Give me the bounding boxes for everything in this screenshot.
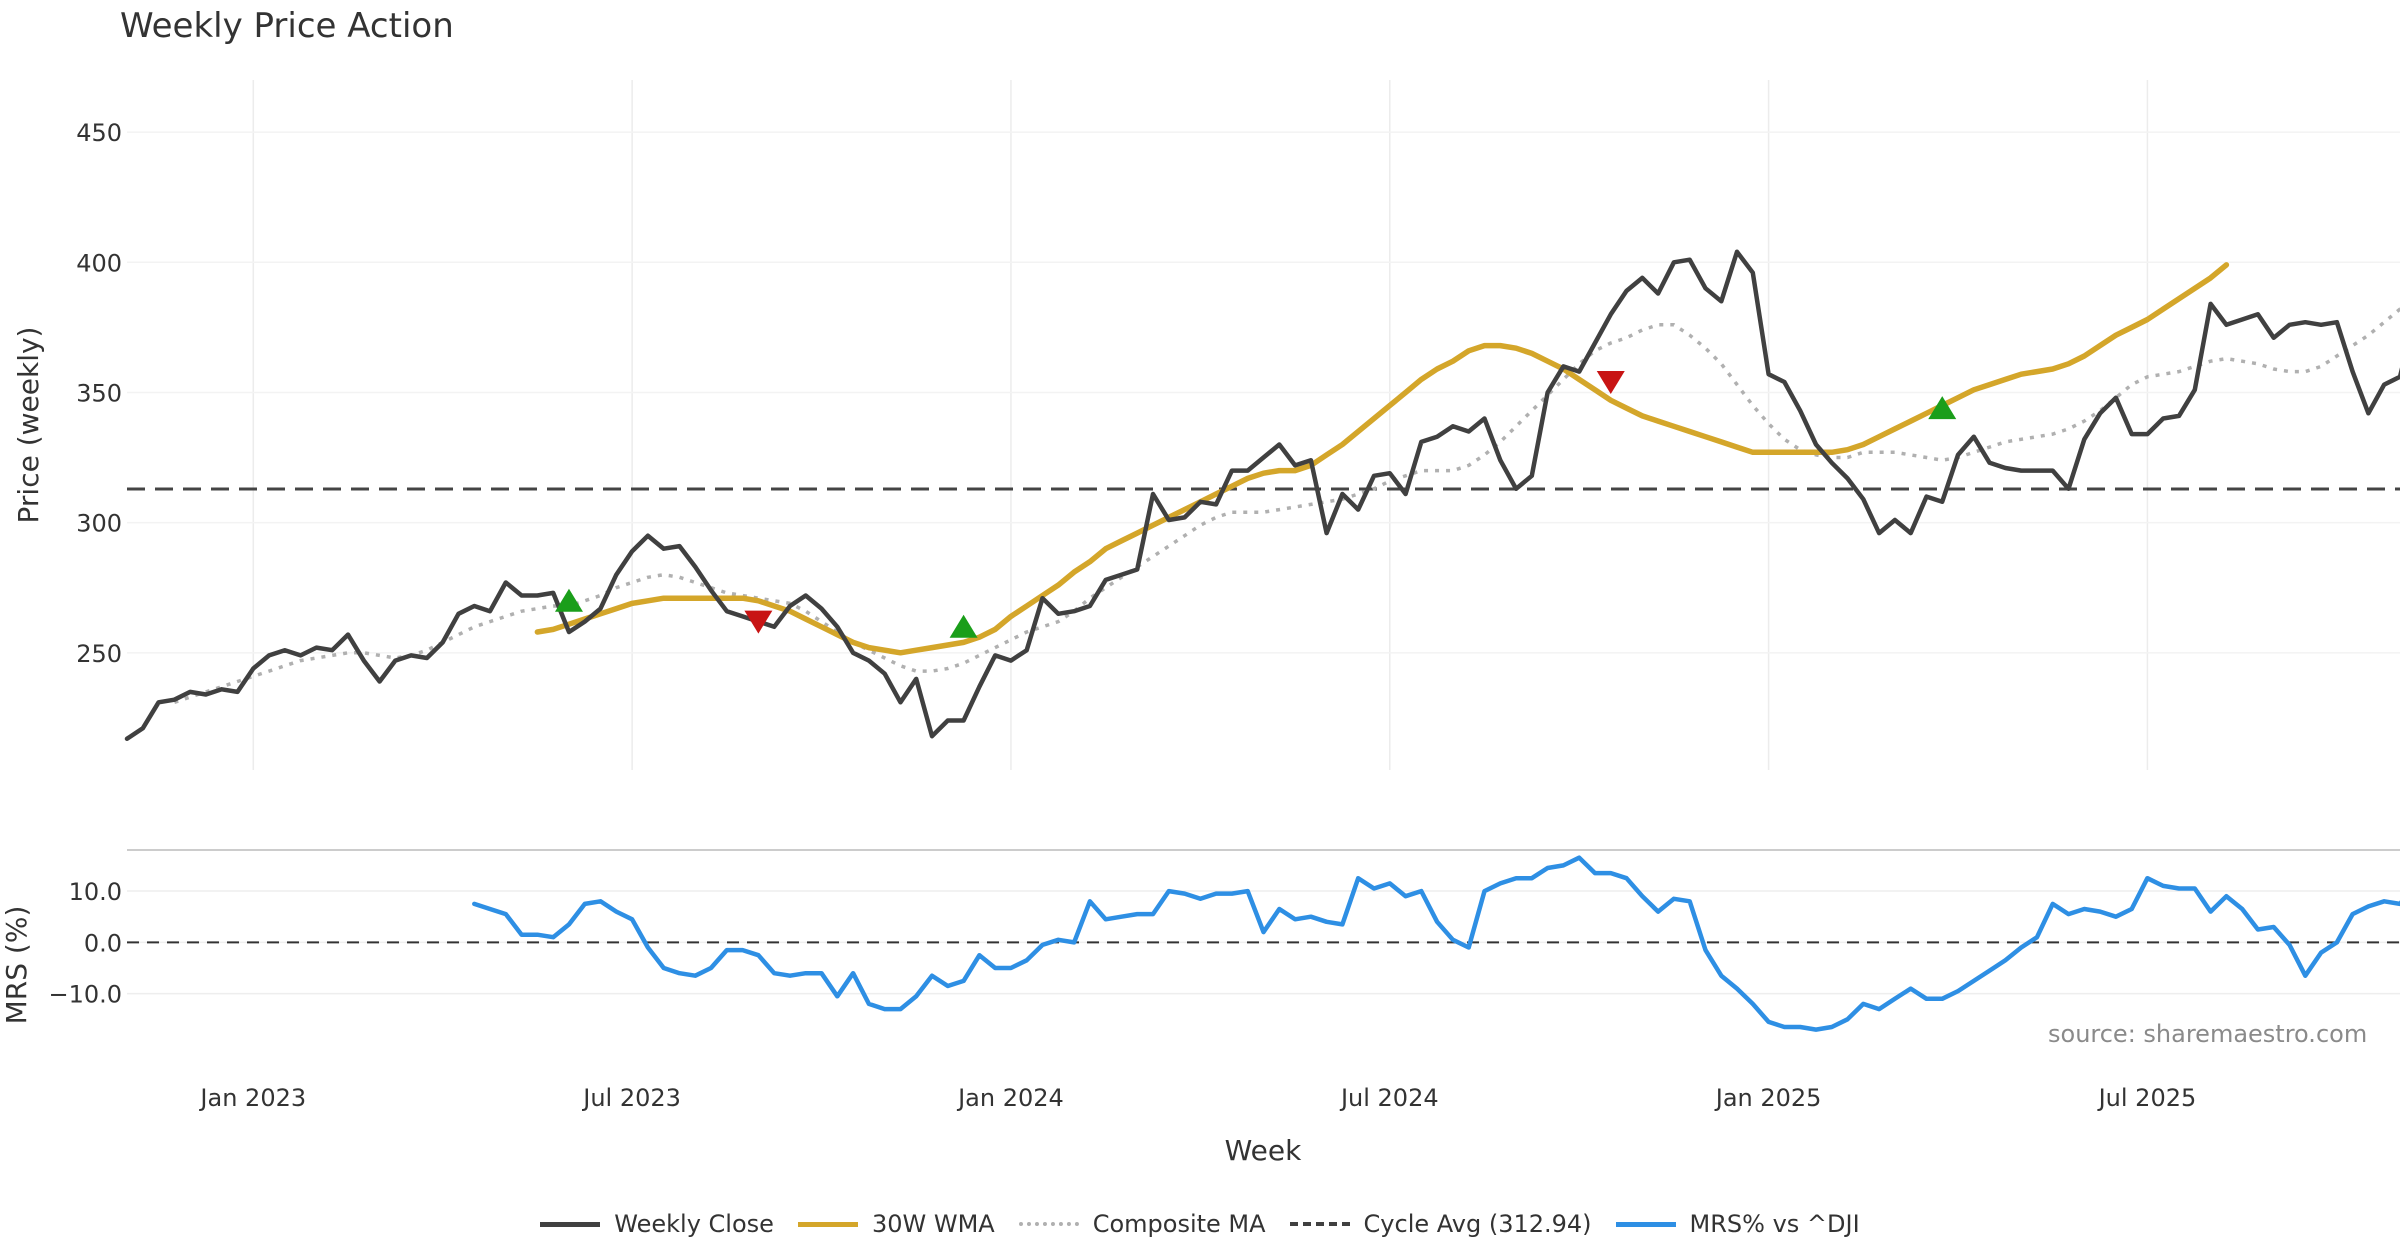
legend-entry: Weekly Close (540, 1210, 774, 1238)
x-tick-label: Jan 2023 (198, 1084, 306, 1112)
mrs-y-axis-label: MRS (%) (0, 906, 33, 1025)
legend-swatch (540, 1221, 601, 1227)
legend-entry: Cycle Avg (312.94) (1289, 1210, 1592, 1238)
legend-swatch (797, 1221, 858, 1227)
price-y-tick-label: 400 (76, 249, 122, 277)
source-note: source: sharemaestro.com (2048, 1020, 2368, 1048)
buy-signal-marker (949, 614, 978, 638)
x-tick-label: Jan 2024 (956, 1084, 1064, 1112)
x-tick-label: Jul 2023 (581, 1084, 681, 1112)
mrs-line (472, 855, 2400, 1032)
sell-signal-marker (1596, 371, 1625, 395)
sell-signal-marker (744, 610, 773, 634)
price-y-axis-label: Price (weekly) (12, 327, 45, 524)
legend-entry: Composite MA (1018, 1210, 1266, 1238)
legend-label: Composite MA (1092, 1210, 1266, 1238)
price-y-tick-label: 300 (76, 510, 122, 538)
price-y-tick-label: 350 (76, 379, 122, 407)
legend-label: 30W WMA (871, 1210, 995, 1238)
buy-signal-marker (554, 588, 583, 612)
x-tick-label: Jan 2025 (1714, 1084, 1822, 1112)
legend-entry: 30W WMA (797, 1210, 995, 1238)
grid-layer (127, 80, 2400, 995)
signal-markers (554, 371, 1957, 638)
price-y-tick-label: 250 (76, 640, 122, 668)
x-tick-label: Jul 2025 (2097, 1084, 2197, 1112)
chart-legend: Weekly Close 30W WMA Composite MA Cycle Avg… (0, 1210, 2400, 1238)
mrs-y-tick-label: 0.0 (84, 929, 122, 957)
composite-ma-line (173, 307, 2400, 704)
price-y-tick-label: 450 (76, 119, 122, 147)
legend-swatch (1615, 1221, 1676, 1227)
mrs-y-tick-label: 10.0 (69, 878, 122, 906)
x-tick-label: Jul 2024 (1339, 1084, 1439, 1112)
x-axis-label: Week (1225, 1134, 1302, 1167)
legend-swatch (1018, 1222, 1079, 1226)
legend-label: Weekly Close (614, 1210, 774, 1238)
legend-entry: MRS% vs ^DJI (1615, 1210, 1860, 1238)
reference-lines (127, 487, 2400, 944)
mrs-y-tick-label: −10.0 (48, 981, 122, 1009)
wma-30w-line (534, 262, 2230, 656)
chart-title: Weekly Price Action (120, 6, 454, 46)
legend-label: MRS% vs ^DJI (1689, 1210, 1860, 1238)
buy-signal-marker (1928, 396, 1957, 420)
legend-label: Cycle Avg (312.94) (1363, 1210, 1592, 1238)
axis-labels: Jan 2023 Jul 2023 Jan 2024 Jul 2024 Jan 2025… (0, 119, 2196, 1167)
weekly-close-line (124, 249, 2400, 742)
legend-swatch (1289, 1222, 1350, 1226)
